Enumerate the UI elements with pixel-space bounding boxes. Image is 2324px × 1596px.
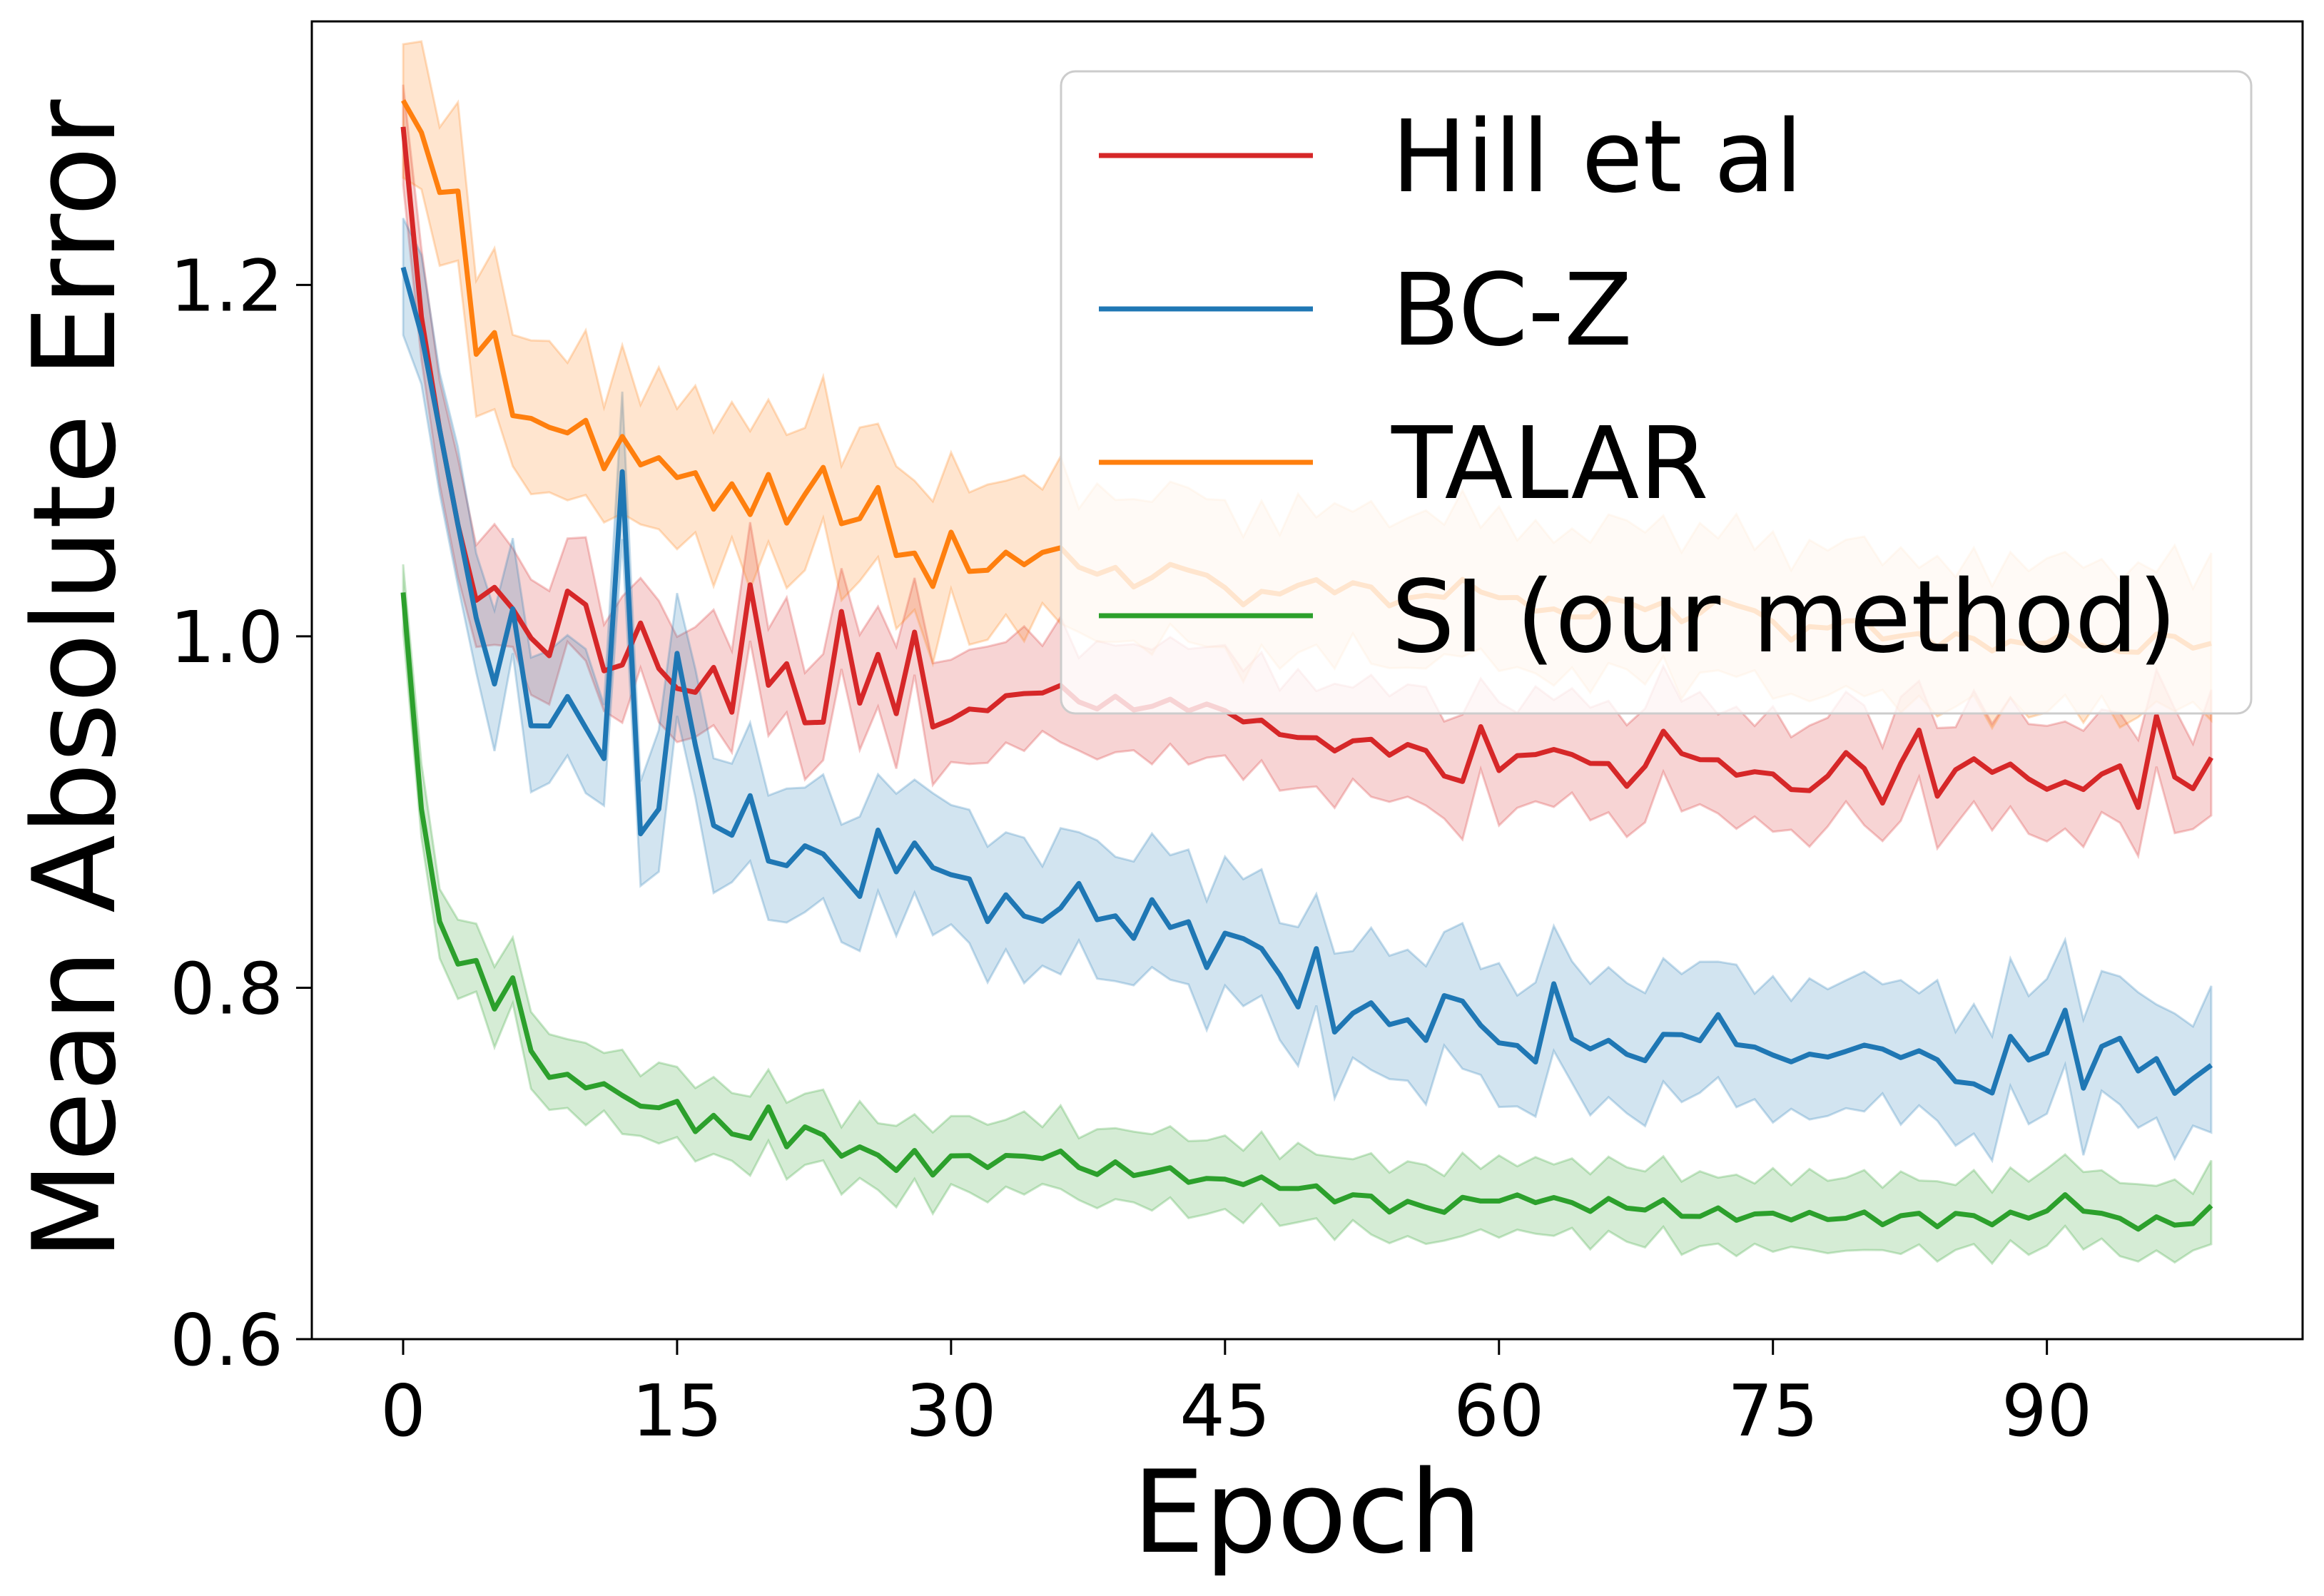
x-tick-label: 60 <box>1453 1369 1544 1453</box>
band-bc-z <box>402 218 2213 1164</box>
x-tick-label: 90 <box>2001 1369 2092 1453</box>
x-tick-label: 75 <box>1727 1369 1818 1453</box>
y-tick-label: 0.6 <box>170 1298 283 1382</box>
band-si-our-method <box>402 564 2213 1266</box>
y-tick-label: 1.2 <box>170 244 283 327</box>
legend-label-hill-et-al: Hill et al <box>1391 99 1803 215</box>
x-axis-title: Epoch <box>1132 1445 1482 1579</box>
x-axis-ticks: 0 15 30 45 60 75 90 <box>380 1339 2092 1453</box>
line-bc-z <box>400 266 2213 1096</box>
y-tick-label: 1.0 <box>170 596 283 679</box>
x-tick-label: 15 <box>631 1369 722 1453</box>
line-hill-et-al <box>400 126 2214 810</box>
x-tick-label: 0 <box>380 1369 426 1453</box>
legend-box <box>1060 70 2253 715</box>
x-tick-label: 45 <box>1179 1369 1270 1453</box>
y-axis-title: Mean Absolute Error <box>8 99 141 1260</box>
line-si-our-method <box>400 592 2213 1232</box>
x-tick-label: 30 <box>905 1369 996 1453</box>
band-hill-et-al <box>402 84 2213 860</box>
legend: Hill et al BC-Z TALAR SI (our method) <box>1060 70 2253 715</box>
legend-label-talar: TALAR <box>1391 406 1709 522</box>
plot-frame <box>310 20 2304 1341</box>
y-tick-label: 0.8 <box>170 947 283 1030</box>
y-axis-ticks: 0.6 0.8 1.0 1.2 <box>170 244 312 1382</box>
legend-label-bc-z: BC-Z <box>1391 253 1633 369</box>
legend-label-si-our-method: SI (our method) <box>1391 559 2177 676</box>
